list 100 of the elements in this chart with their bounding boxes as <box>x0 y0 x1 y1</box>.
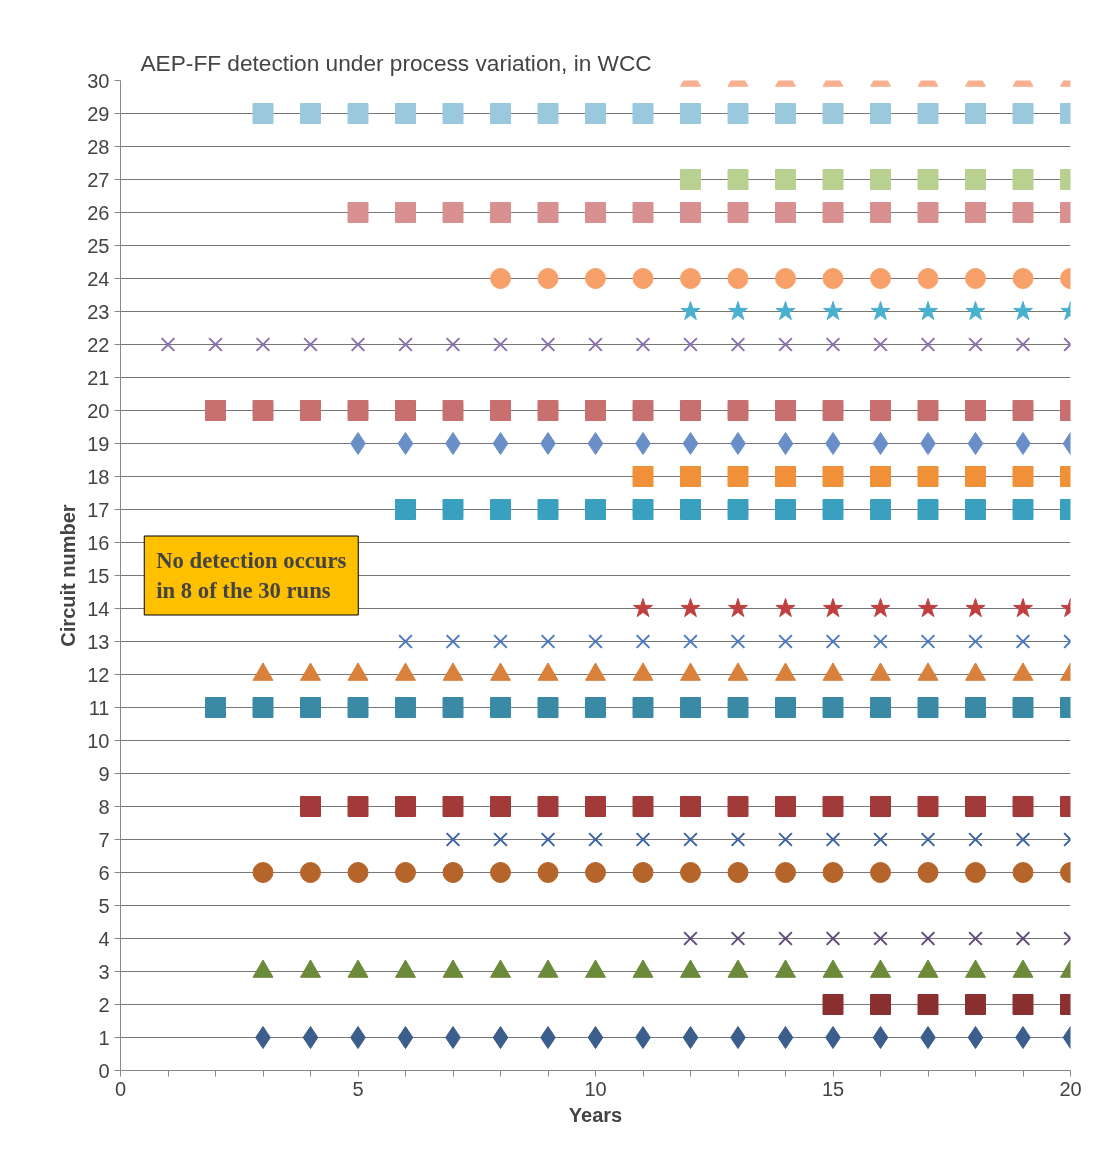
point <box>252 697 274 718</box>
point <box>965 598 986 618</box>
point <box>445 832 461 847</box>
point <box>537 697 559 718</box>
point <box>537 862 559 883</box>
point <box>347 103 369 124</box>
point <box>252 862 274 883</box>
point <box>395 796 416 817</box>
point <box>1012 466 1034 487</box>
point <box>1012 202 1034 223</box>
point <box>585 268 606 289</box>
point <box>632 202 654 223</box>
point <box>680 796 701 817</box>
point <box>490 796 511 817</box>
point <box>873 832 888 847</box>
point <box>730 931 746 946</box>
point <box>1012 598 1034 618</box>
point <box>822 994 844 1015</box>
point <box>775 202 796 223</box>
point <box>585 796 606 817</box>
point <box>347 862 369 883</box>
point <box>445 634 461 649</box>
point <box>588 634 603 649</box>
point <box>492 432 509 455</box>
point <box>1012 697 1034 718</box>
point <box>917 466 939 487</box>
point <box>965 796 986 817</box>
point <box>300 103 321 124</box>
point <box>347 202 369 223</box>
point <box>965 994 986 1015</box>
point <box>822 499 844 520</box>
point <box>967 432 984 455</box>
y-tick-label: 3 <box>98 960 110 983</box>
y-tick-label: 14 <box>87 597 110 620</box>
point <box>822 862 844 883</box>
chart-title: AEP-FF detection under process variation, in WCC <box>140 49 652 76</box>
point <box>968 931 983 946</box>
y-tick-label: 12 <box>87 663 110 686</box>
point <box>395 400 416 421</box>
point <box>920 337 936 352</box>
point <box>917 202 939 223</box>
point <box>300 400 321 421</box>
point <box>775 169 796 190</box>
point <box>300 796 321 817</box>
point <box>1012 268 1034 289</box>
point <box>727 862 749 883</box>
point <box>777 1026 794 1049</box>
point <box>347 697 369 718</box>
point <box>490 400 511 421</box>
point <box>632 466 654 487</box>
y-tick-label: 30 <box>87 69 110 92</box>
point <box>537 268 559 289</box>
point <box>397 432 414 455</box>
point <box>255 337 271 352</box>
point <box>347 400 369 421</box>
point <box>1012 103 1034 124</box>
y-tick-label: 0 <box>98 1059 110 1082</box>
point <box>872 432 889 455</box>
point <box>870 103 891 124</box>
point <box>492 1026 509 1049</box>
point <box>632 862 654 883</box>
point <box>822 796 844 817</box>
point <box>727 268 749 289</box>
point <box>870 301 891 321</box>
y-tick-label: 6 <box>98 861 110 884</box>
point <box>917 268 939 289</box>
point <box>775 796 796 817</box>
point <box>205 697 226 718</box>
point <box>1012 796 1034 817</box>
point <box>775 400 796 421</box>
point <box>682 1026 699 1049</box>
point <box>1015 832 1031 847</box>
point <box>395 862 416 883</box>
point <box>632 598 654 618</box>
point <box>632 268 654 289</box>
point <box>537 796 559 817</box>
point <box>395 499 416 520</box>
point <box>920 634 936 649</box>
point <box>968 832 983 847</box>
point <box>917 400 939 421</box>
point <box>208 337 223 352</box>
point <box>588 832 603 847</box>
point <box>442 697 464 718</box>
point <box>680 598 701 618</box>
y-tick-label: 21 <box>87 366 110 389</box>
point <box>635 634 651 649</box>
y-tick-label: 16 <box>87 531 110 554</box>
point <box>965 400 986 421</box>
point <box>778 931 793 946</box>
point <box>490 499 511 520</box>
point <box>1012 994 1034 1015</box>
point <box>727 697 749 718</box>
y-tick-label: 2 <box>98 993 110 1016</box>
y-tick-label: 5 <box>98 894 110 917</box>
point <box>300 697 321 718</box>
y-tick-label: 15 <box>87 564 110 587</box>
point <box>680 862 701 883</box>
y-tick-label: 19 <box>87 432 110 455</box>
point <box>965 862 986 883</box>
point <box>727 169 749 190</box>
